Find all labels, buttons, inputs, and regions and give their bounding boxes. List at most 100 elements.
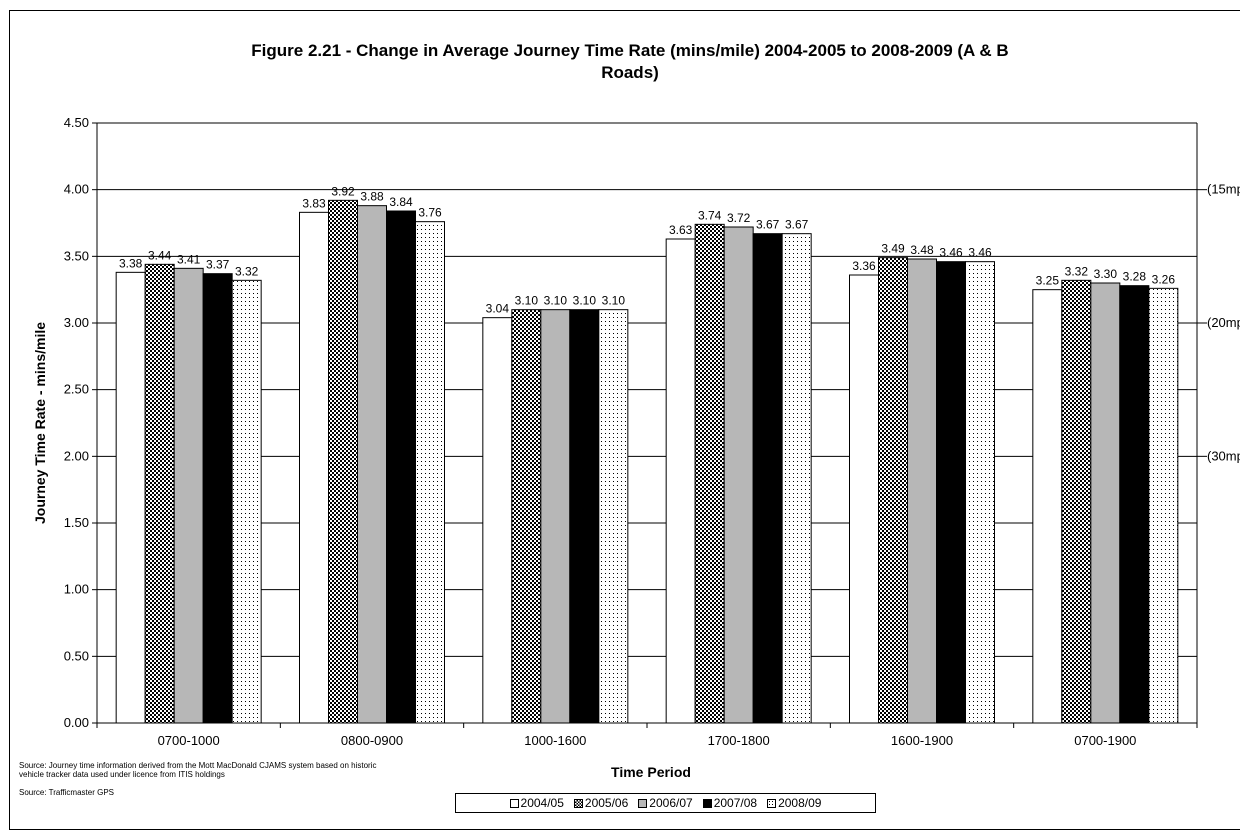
bar (511, 309, 542, 724)
legend-swatch (509, 798, 519, 808)
data-label: 3.41 (177, 252, 201, 266)
x-tick-label: 0700-1000 (158, 733, 220, 748)
reference-line-label: (15mph) (1207, 182, 1240, 197)
y-tick-label: 2.50 (64, 382, 89, 397)
bar (202, 273, 233, 724)
bar (878, 257, 908, 724)
data-label: 3.32 (1065, 264, 1089, 278)
bar (144, 263, 175, 724)
reference-line-label: (30mph) (1207, 448, 1240, 463)
bar (723, 226, 754, 724)
data-label: 3.10 (544, 294, 568, 308)
bar (936, 261, 966, 724)
data-label: 3.38 (119, 256, 143, 270)
data-label: 3.32 (235, 264, 259, 278)
reference-lines: (15mph) (20mph) (30mph) (1197, 182, 1240, 463)
x-tick-label: 0700-1900 (1074, 733, 1136, 748)
bar (781, 233, 812, 724)
legend-swatch (702, 798, 712, 808)
bar (598, 309, 629, 724)
y-axis-label: Journey Time Rate - mins/mile (32, 322, 48, 524)
legend-label: 2008/09 (778, 796, 822, 810)
y-tick-label: 3.00 (64, 315, 89, 330)
legend-label: 2007/08 (713, 796, 758, 810)
x-tick-label: 0800-0900 (341, 733, 403, 748)
gridlines (97, 122, 1197, 657)
y-tick-label: 0.00 (64, 715, 89, 730)
bar (328, 199, 358, 724)
bar (965, 261, 995, 724)
bar (849, 274, 879, 724)
x-axis-label: Time Period (611, 764, 691, 780)
source-note-2: Source: Trafficmaster GPS (19, 788, 114, 797)
data-label: 3.28 (1123, 270, 1147, 284)
y-tick-label: 2.00 (64, 448, 89, 463)
data-label: 3.10 (573, 294, 597, 308)
data-label: 3.46 (939, 246, 963, 260)
x-tick-label: 1000-1600 (524, 733, 586, 748)
data-label: 3.26 (1152, 272, 1176, 286)
reference-line-label: (20mph) (1207, 315, 1240, 330)
data-label: 3.88 (360, 190, 384, 204)
data-label: 3.10 (515, 294, 539, 308)
legend-item: 2007/08 (702, 796, 758, 810)
data-label: 3.72 (727, 211, 751, 225)
bar (665, 238, 696, 724)
y-tick-label: 1.00 (64, 582, 89, 597)
data-label: 3.67 (785, 218, 809, 232)
y-tick-label: 1.50 (64, 515, 89, 530)
bar (1148, 287, 1179, 724)
chart-title-line-1: Figure 2.21 - Change in Average Journey … (251, 41, 1008, 60)
data-label: 3.67 (756, 218, 780, 232)
data-label: 3.49 (881, 242, 905, 256)
legend-swatch (638, 798, 648, 808)
data-label: 3.04 (486, 302, 510, 316)
bar (231, 279, 262, 724)
y-tick-label: 4.00 (64, 182, 89, 197)
data-label: 3.46 (968, 246, 992, 260)
legend-item: 2004/05 (509, 796, 564, 810)
data-label: 3.48 (910, 243, 934, 257)
bar (173, 267, 204, 724)
data-label: 3.83 (302, 196, 326, 210)
bar (907, 258, 937, 724)
data-label: 3.30 (1094, 267, 1118, 281)
bar (752, 233, 783, 724)
data-label: 3.25 (1036, 274, 1060, 288)
legend-swatch (573, 798, 583, 808)
data-label: 3.76 (418, 206, 442, 220)
legend-item: 2008/09 (767, 796, 821, 810)
x-tick-label: 1700-1800 (708, 733, 770, 748)
data-label: 3.92 (331, 184, 355, 198)
y-tick-label: 3.50 (64, 248, 89, 263)
legend: 2004/05 2005/06 2006/07 2007/08 2008/09 (455, 793, 876, 813)
bar (299, 211, 329, 724)
y-tick-label: 4.50 (64, 115, 89, 130)
legend-label: 2006/07 (649, 796, 693, 810)
bar (1061, 279, 1092, 724)
data-label: 3.63 (669, 223, 693, 237)
bar (540, 309, 571, 724)
legend-item: 2005/06 (573, 796, 628, 810)
data-label: 3.37 (206, 258, 230, 272)
bar (1090, 282, 1121, 724)
bar (569, 309, 600, 724)
data-label: 3.74 (698, 208, 722, 222)
bar (115, 271, 146, 724)
data-label: 3.10 (602, 294, 626, 308)
legend-item: 2006/07 (638, 796, 693, 810)
axes: 0.00 0.50 1.00 1.50 2.00 2.50 3.00 3.50 4.00 4.50… (64, 115, 1198, 748)
data-label: 3.36 (852, 259, 876, 273)
x-tick-label: 1600-1900 (891, 733, 953, 748)
bar (415, 221, 445, 724)
data-label: 3.44 (148, 248, 172, 262)
bar (386, 210, 416, 724)
chart-title-line-2: Roads) (601, 63, 659, 82)
bar (357, 205, 387, 724)
y-tick-label: 0.50 (64, 648, 89, 663)
bar (1032, 289, 1063, 724)
bar (694, 223, 725, 724)
bar (482, 317, 513, 724)
legend-label: 2004/05 (520, 796, 564, 810)
